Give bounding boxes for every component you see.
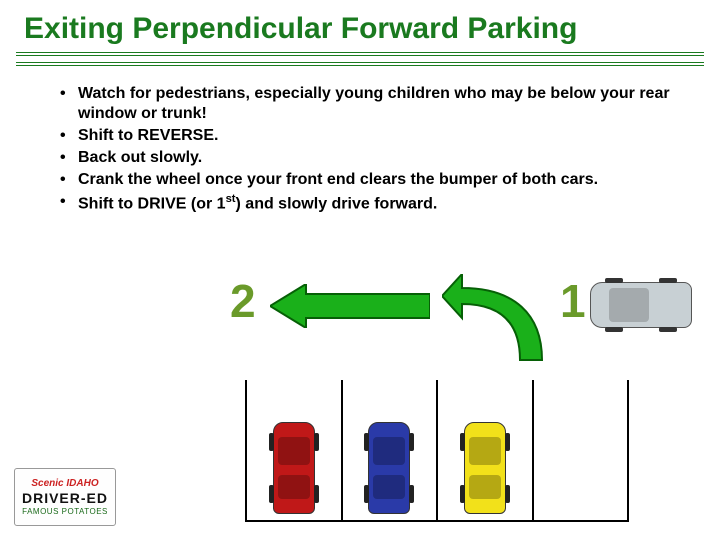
list-item: Shift to DRIVE (or 1st) and slowly drive… [60,192,690,214]
reverse-curve-arrow-icon [442,274,552,364]
instruction-list: Watch for pedestrians, especially young … [0,84,720,214]
parked-car-icon [273,422,315,514]
parked-car-icon [464,422,506,514]
parking-slot [247,380,343,520]
list-item: Back out slowly. [60,148,690,168]
list-item: Crank the wheel once your front end clea… [60,170,690,190]
exiting-car-icon [590,282,692,328]
parking-diagram: 2 1 [190,280,690,500]
list-item: Watch for pedestrians, especially young … [60,84,690,124]
parking-lot [245,380,629,522]
list-item: Shift to REVERSE. [60,126,690,146]
title-rule [16,52,704,66]
step-2-label: 2 [230,274,256,328]
parked-car-icon [368,422,410,514]
idaho-driver-ed-logo: Scenic IDAHO DRIVER-ED FAMOUS POTATOES [14,468,116,526]
page-title: Exiting Perpendicular Forward Parking [0,0,720,52]
forward-arrow-icon [270,284,430,328]
step-1-label: 1 [560,274,586,328]
parking-slot [343,380,439,520]
parking-slot [534,380,628,520]
parking-slot [438,380,534,520]
